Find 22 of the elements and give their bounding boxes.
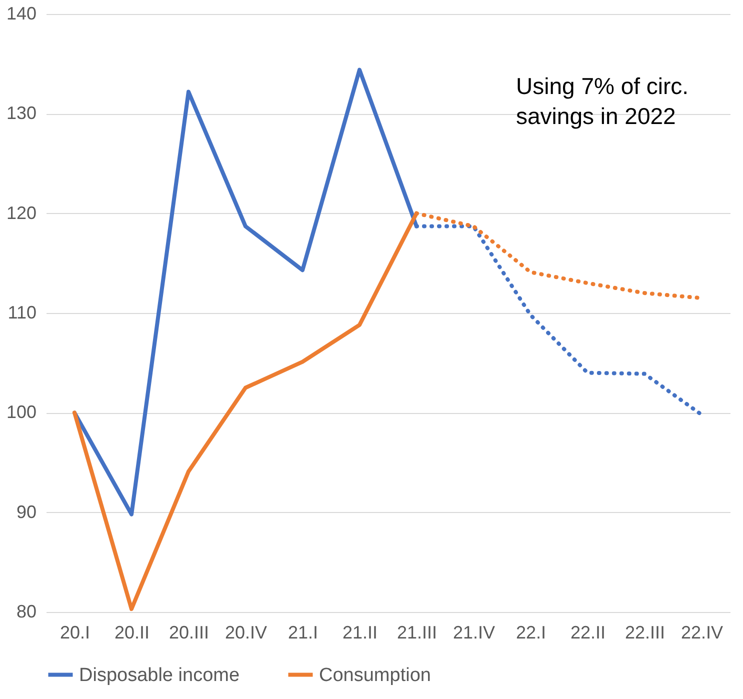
annotation: Using 7% of circ. savings in 2022 bbox=[516, 73, 689, 129]
y-tick-label: 130 bbox=[6, 103, 36, 124]
x-tick-label: 20.II bbox=[114, 622, 150, 642]
x-tick-label: 22.III bbox=[624, 622, 666, 642]
y-tick-label: 90 bbox=[16, 502, 36, 522]
y-tick-label: 80 bbox=[16, 602, 36, 622]
y-tick-label: 140 bbox=[6, 4, 36, 24]
x-tick-label: 20.III bbox=[168, 622, 210, 642]
legend-label: Consumption bbox=[319, 664, 431, 686]
y-tick-label: 120 bbox=[6, 202, 36, 223]
x-tick-label: 22.II bbox=[570, 622, 606, 642]
y-tick-label: 110 bbox=[8, 302, 36, 322]
x-tick-label: 21.II bbox=[342, 622, 378, 642]
x-tick-label: 20.IV bbox=[224, 622, 268, 642]
x-tick-label: 21.IV bbox=[452, 622, 496, 642]
x-tick-label: 21.III bbox=[396, 622, 438, 642]
x-tick-label: 22.I bbox=[516, 622, 546, 642]
legend-label: Disposable income bbox=[79, 664, 240, 686]
x-tick-label: 20.I bbox=[60, 622, 90, 642]
y-tick-label: 100 bbox=[6, 402, 36, 422]
x-tick-label: 21.I bbox=[288, 622, 318, 642]
x-tick-label: 22.IV bbox=[680, 622, 724, 642]
